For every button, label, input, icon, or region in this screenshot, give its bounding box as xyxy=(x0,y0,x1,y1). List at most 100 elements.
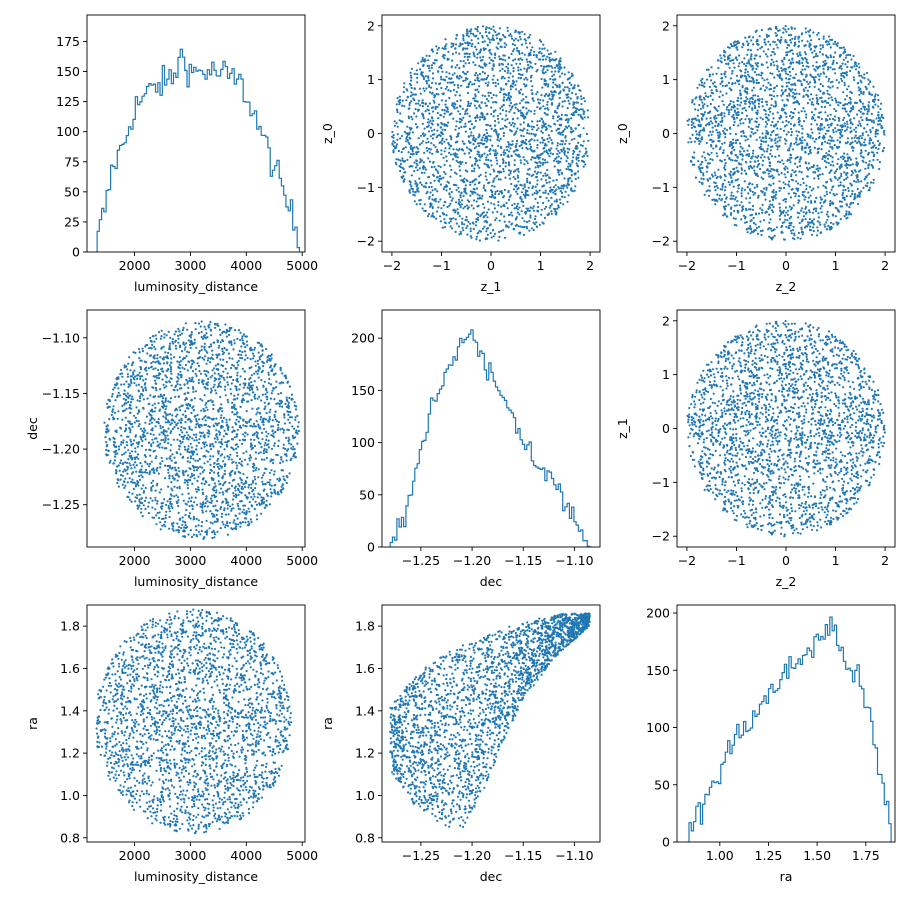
scatter-point-p02 xyxy=(728,143,732,146)
scatter-point-p01 xyxy=(573,189,576,192)
scatter-point-p01 xyxy=(503,204,506,208)
scatter-point-p01 xyxy=(448,204,451,207)
scatter-point-p02 xyxy=(751,208,755,211)
scatter-point-p01 xyxy=(465,215,468,219)
scatter-point-p02 xyxy=(790,208,793,211)
scatter-point-p02 xyxy=(806,40,809,43)
scatter-point-p02 xyxy=(867,163,871,166)
scatter-point-p01 xyxy=(545,181,548,184)
scatter-point-p02 xyxy=(777,160,780,163)
scatter-point-p02 xyxy=(759,47,762,50)
scatter-point-p02 xyxy=(847,213,850,216)
scatter-point-p02 xyxy=(748,119,752,122)
scatter-point-p01 xyxy=(454,152,457,155)
scatter-point-p02 xyxy=(815,65,818,68)
scatter-point-p02 xyxy=(794,35,797,39)
scatter-point-p01 xyxy=(492,38,496,42)
scatter-point-p01 xyxy=(440,149,443,152)
scatter-point-p02 xyxy=(722,151,725,154)
scatter-point-p01 xyxy=(541,131,544,134)
scatter-point-p02 xyxy=(810,111,814,114)
scatter-point-p01 xyxy=(425,87,428,90)
scatter-point-p02 xyxy=(736,209,739,212)
scatter-point-p02 xyxy=(815,234,819,237)
scatter-point-p01 xyxy=(444,47,447,50)
scatter-point-p01 xyxy=(580,115,583,118)
scatter-point-p01 xyxy=(443,45,447,48)
scatter-point-p01 xyxy=(517,69,520,72)
scatter-point-p01 xyxy=(494,109,497,112)
scatter-point-p02 xyxy=(826,119,829,122)
scatter-point-p01 xyxy=(509,147,512,150)
scatter-point-p01 xyxy=(497,82,500,85)
scatter-point-p02 xyxy=(828,93,831,96)
scatter-point-p01 xyxy=(484,219,488,223)
scatter-point-p01 xyxy=(413,146,416,149)
scatter-point-p01 xyxy=(429,126,432,129)
scatter-point-p01 xyxy=(471,192,474,195)
scatter-point-p02 xyxy=(693,151,696,154)
scatter-point-p02 xyxy=(732,116,736,119)
scatter-point-p01 xyxy=(540,213,543,216)
scatter-point-p01 xyxy=(403,171,406,174)
scatter-point-p02 xyxy=(713,116,716,119)
scatter-point-p01 xyxy=(517,39,520,42)
scatter-point-p02 xyxy=(833,194,836,197)
scatter-point-p01 xyxy=(467,83,470,86)
scatter-point-p01 xyxy=(509,172,512,175)
scatter-point-p02 xyxy=(784,70,787,73)
x-tick-label-p00: 5000 xyxy=(286,258,318,273)
scatter-point-p01 xyxy=(510,154,513,157)
scatter-point-p02 xyxy=(783,186,786,190)
scatter-point-p01 xyxy=(530,227,534,230)
scatter-point-p01 xyxy=(428,67,431,70)
scatter-point-p01 xyxy=(525,113,528,116)
scatter-point-p02 xyxy=(699,169,702,172)
scatter-point-p02 xyxy=(865,161,868,164)
scatter-point-p01 xyxy=(454,94,457,97)
scatter-point-p02 xyxy=(851,163,854,166)
scatter-point-p02 xyxy=(862,160,865,163)
y-tick-label-p02: 0 xyxy=(662,126,670,141)
scatter-point-p02 xyxy=(804,146,808,149)
scatter-point-p02 xyxy=(691,118,694,121)
scatter-point-p01 xyxy=(458,233,461,236)
scatter-point-p02 xyxy=(713,106,716,109)
scatter-point-p02 xyxy=(788,92,791,95)
scatter-point-p01 xyxy=(570,174,573,177)
scatter-point-p01 xyxy=(541,152,544,155)
scatter-point-p01 xyxy=(544,179,548,182)
scatter-point-p01 xyxy=(582,112,585,116)
scatter-point-p01 xyxy=(450,190,453,194)
scatter-point-p01 xyxy=(422,185,425,188)
scatter-point-p02 xyxy=(799,164,802,168)
scatter-point-p01 xyxy=(526,172,529,175)
scatter-point-p01 xyxy=(442,188,445,191)
scatter-point-p01 xyxy=(518,52,521,56)
scatter-point-p01 xyxy=(506,97,510,100)
scatter-point-p02 xyxy=(719,120,722,123)
scatter-point-p02 xyxy=(736,190,739,193)
scatter-point-p01 xyxy=(413,98,416,102)
scatter-point-p01 xyxy=(477,204,480,207)
scatter-point-p01 xyxy=(558,65,561,69)
scatter-point-p02 xyxy=(711,198,714,201)
scatter-point-p01 xyxy=(421,56,424,60)
scatter-point-p10 xyxy=(284,402,287,405)
scatter-point-p01 xyxy=(521,58,524,61)
scatter-point-p01 xyxy=(433,62,436,65)
scatter-point-p02 xyxy=(755,73,758,76)
scatter-point-p01 xyxy=(519,109,522,112)
scatter-point-p01 xyxy=(549,52,553,55)
scatter-point-p02 xyxy=(829,202,832,205)
scatter-point-p01 xyxy=(449,195,452,198)
scatter-point-p01 xyxy=(566,121,570,124)
scatter-point-p01 xyxy=(546,113,549,116)
scatter-point-p02 xyxy=(810,103,813,106)
scatter-point-p02 xyxy=(736,111,739,114)
scatter-point-p01 xyxy=(551,95,554,98)
x-tick-label-p01: 2 xyxy=(586,258,594,273)
scatter-point-p01 xyxy=(576,164,579,167)
scatter-point-p02 xyxy=(744,68,748,71)
scatter-point-p01 xyxy=(490,127,493,130)
